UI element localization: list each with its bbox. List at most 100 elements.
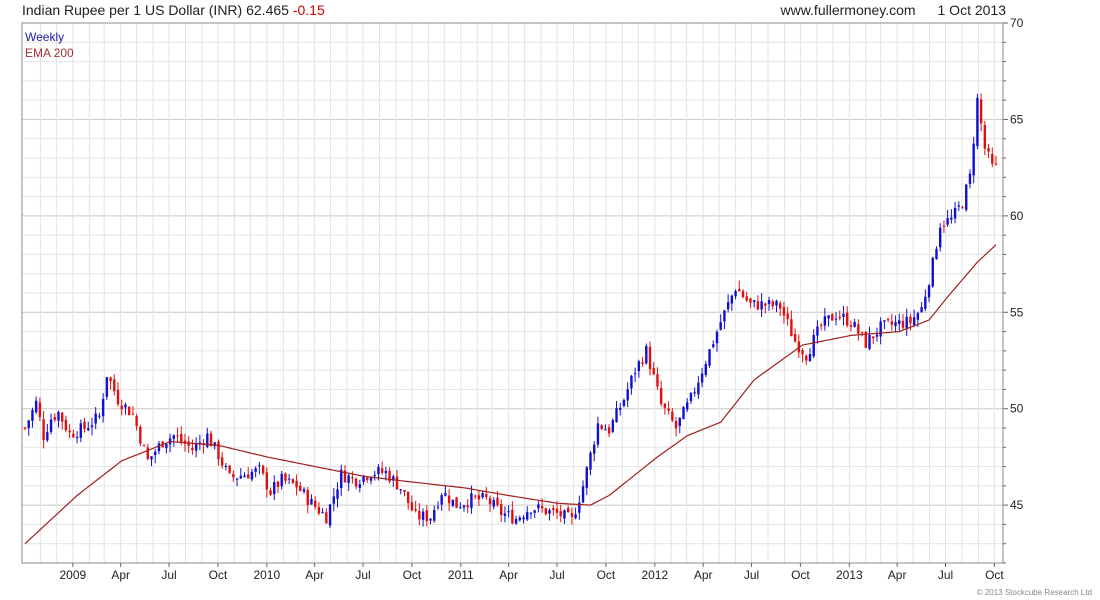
candle	[615, 400, 618, 423]
candle	[313, 496, 317, 510]
candle	[793, 328, 797, 343]
candle	[979, 93, 983, 132]
candle	[310, 494, 313, 505]
candle	[165, 443, 168, 454]
candle	[700, 367, 704, 388]
candle	[276, 480, 280, 494]
candle	[905, 308, 908, 336]
candle	[961, 205, 964, 209]
candle	[388, 467, 391, 484]
candle	[217, 439, 220, 466]
candle	[306, 486, 309, 514]
candle	[760, 293, 763, 318]
candle	[749, 297, 752, 309]
candle	[931, 256, 934, 288]
candle	[325, 508, 328, 524]
x-tick-label: Oct	[209, 568, 228, 582]
candle	[548, 508, 551, 521]
candle	[559, 504, 562, 523]
x-tick-label: Oct	[791, 568, 810, 582]
candle	[113, 374, 116, 396]
candle	[477, 490, 481, 506]
candle	[399, 489, 402, 495]
candle	[879, 317, 882, 345]
candle	[801, 348, 804, 363]
candle	[868, 326, 871, 351]
candle	[42, 411, 45, 449]
candle	[875, 327, 879, 342]
candle	[819, 322, 823, 331]
candle	[976, 93, 979, 150]
candle	[61, 411, 64, 430]
candle	[708, 349, 711, 368]
candle	[953, 201, 957, 224]
candle	[715, 329, 719, 352]
y-tick-label: 65	[1010, 112, 1024, 126]
candle	[87, 421, 90, 432]
candle	[581, 480, 585, 504]
candle	[901, 313, 905, 331]
candle	[392, 474, 395, 487]
candle	[886, 317, 890, 323]
candle	[429, 518, 432, 525]
candle	[968, 169, 972, 189]
candle	[797, 334, 801, 358]
x-tick-label: 2011	[448, 568, 474, 582]
candle	[194, 437, 198, 458]
candle	[756, 295, 760, 311]
candle	[619, 402, 622, 416]
candle	[27, 419, 30, 436]
candle	[775, 299, 778, 313]
candle	[299, 481, 302, 492]
ema-200-line	[24, 244, 997, 545]
candle	[213, 442, 216, 450]
candle	[176, 427, 179, 443]
candle	[849, 320, 853, 332]
candle	[782, 302, 786, 324]
candle	[142, 443, 146, 447]
candle	[726, 294, 730, 313]
candle	[406, 491, 410, 510]
candle	[957, 201, 960, 212]
candle	[191, 439, 194, 455]
candle	[340, 464, 343, 497]
candle	[983, 121, 987, 156]
candle	[645, 343, 648, 365]
candle	[418, 503, 421, 526]
candle	[235, 477, 239, 487]
candle	[693, 387, 696, 397]
site-link[interactable]: www.fullermoney.com	[780, 2, 916, 18]
candle	[920, 302, 923, 313]
candle	[444, 485, 447, 497]
candle	[49, 413, 53, 435]
candle	[786, 306, 789, 326]
legend-weekly: Weekly	[25, 30, 65, 44]
chart-date: 1 Oct 2013	[937, 2, 1007, 18]
y-tick-label: 45	[1010, 498, 1024, 512]
candle	[678, 417, 681, 434]
candle	[712, 340, 715, 349]
candle	[808, 348, 812, 362]
candle	[935, 246, 938, 260]
candle	[373, 470, 376, 481]
candle	[771, 299, 774, 310]
candle	[834, 312, 838, 326]
candle	[671, 408, 674, 423]
candle	[637, 359, 641, 378]
candle	[972, 136, 975, 184]
candle	[369, 476, 373, 485]
y-tick-label: 60	[1010, 209, 1024, 223]
candle	[857, 319, 860, 341]
candle	[154, 448, 157, 464]
candle	[243, 472, 246, 478]
candle	[723, 309, 726, 330]
candle	[845, 306, 849, 328]
candle	[883, 320, 886, 330]
price-change: -0.15	[292, 2, 325, 18]
candle	[965, 183, 968, 212]
candle	[291, 478, 295, 485]
candle	[492, 497, 495, 510]
candle	[127, 406, 131, 416]
x-tick-label: Oct	[597, 568, 616, 582]
candle	[507, 505, 510, 518]
